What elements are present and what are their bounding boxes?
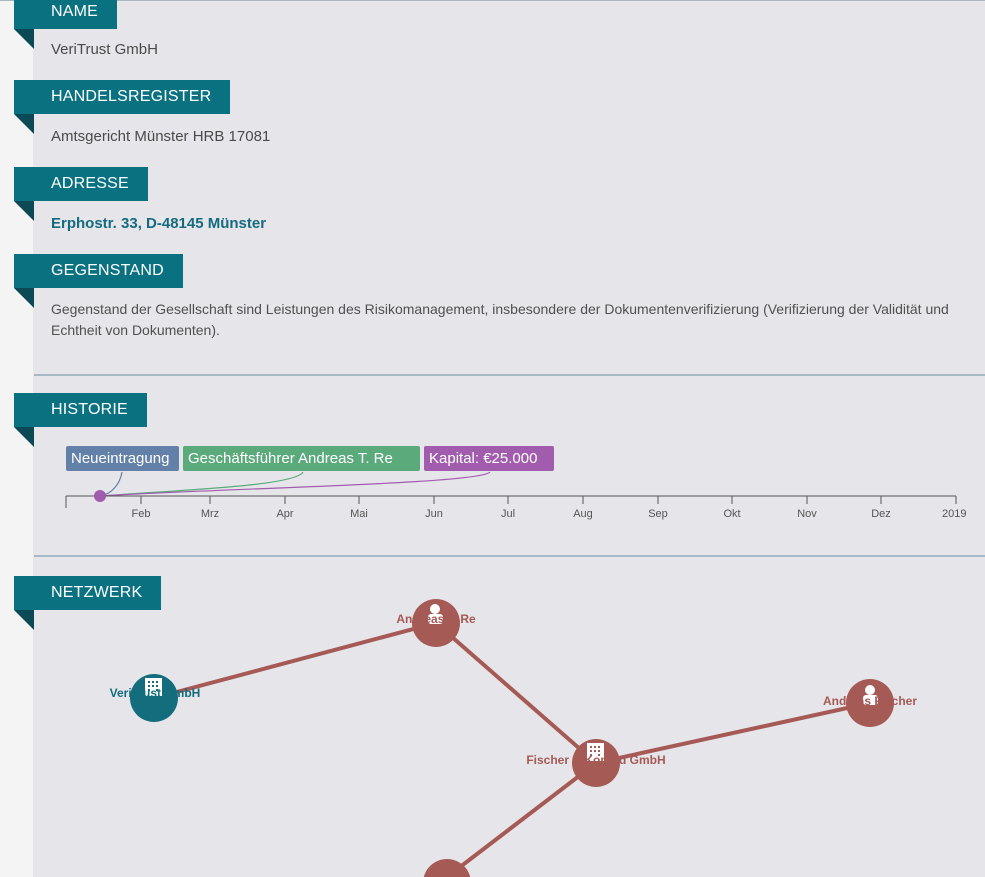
network-edge (595, 701, 871, 765)
node-label-andreas-re[interactable]: Andreas T. Re (396, 612, 476, 626)
person-icon (863, 685, 878, 705)
top-border (0, 0, 985, 1)
timeline-connector-geschaeftsfuehrer (99, 471, 304, 497)
label-fold (14, 427, 34, 447)
timeline-tick-label-feb: Feb (131, 508, 151, 520)
address-link[interactable]: Erphostr. 33, D-48145 Münster (51, 215, 267, 232)
node-label-fischer-konrad[interactable]: Fischer & Konrad GmbH (526, 753, 666, 767)
timeline-event-geschaeftsfuehrer[interactable]: Geschäftsführer Andreas T. Re (183, 446, 420, 471)
section-label-address: ADRESSE (14, 167, 148, 201)
timeline-tick-label-apr: Apr (276, 508, 294, 520)
section-label-name: NAME (14, 0, 118, 29)
section-label-purpose: GEGENSTAND (14, 254, 183, 288)
building-icon (587, 743, 604, 761)
network-edges (153, 621, 871, 877)
node-label-veritrust[interactable]: VeriTrust GmbH (109, 686, 201, 700)
network-graph-svg[interactable] (0, 560, 985, 877)
timeline-tick-label-jul: Jul (500, 508, 516, 520)
timeline-tick-label-jun: Jun (425, 508, 443, 520)
timeline-tick-label-dez: Dez (871, 508, 891, 520)
timeline-axis-svg (65, 471, 957, 508)
register-entry: Amtsgericht Münster HRB 17081 (51, 128, 271, 145)
timeline-event-kapital[interactable]: Kapital: €25.000 (424, 446, 554, 471)
network-edge (153, 621, 437, 700)
network-node-andreas-fischer[interactable] (846, 679, 894, 727)
label-fold (14, 610, 34, 630)
timeline-tick-label-nov: Nov (797, 508, 817, 520)
network-edge (434, 621, 598, 765)
timeline-tick-label-sep: Sep (648, 508, 668, 520)
network-node-veritrust[interactable] (130, 674, 178, 722)
section-divider (34, 555, 985, 557)
section-label-history: HISTORIE (14, 393, 147, 427)
section-divider (34, 374, 985, 376)
network-node-andreas-re[interactable] (412, 599, 460, 647)
network-node-fischer-konrad[interactable] (572, 739, 620, 787)
timeline-tick-label-aug: Aug (573, 508, 593, 520)
timeline-event-marker[interactable] (94, 490, 106, 502)
network-node-bottom[interactable] (423, 859, 471, 877)
building-icon (145, 678, 162, 696)
timeline-connector-kapital (99, 471, 491, 497)
timeline-tick-label-mai: Mai (350, 508, 368, 520)
node-label-andreas-fischer[interactable]: Andreas Fischer (822, 694, 918, 708)
purpose-text: Gegenstand der Gesellschaft sind Leistun… (51, 301, 949, 338)
label-fold (14, 201, 34, 221)
section-label-register: HANDELSREGISTER (14, 80, 231, 114)
label-fold (14, 114, 34, 134)
section-label-network: NETZWERK (14, 576, 162, 610)
timeline-tick-label-okt: Okt (723, 508, 741, 520)
timeline-event-neueintragung[interactable]: Neueintragung (66, 446, 179, 471)
company-name: VeriTrust GmbH (51, 41, 158, 58)
label-fold (14, 29, 34, 49)
label-fold (14, 288, 34, 308)
timeline-tick-label-2019: 2019 (942, 508, 967, 520)
network-edge (445, 761, 598, 877)
timeline-tick-label-mrz: Mrz (200, 508, 220, 520)
person-icon (428, 604, 443, 624)
